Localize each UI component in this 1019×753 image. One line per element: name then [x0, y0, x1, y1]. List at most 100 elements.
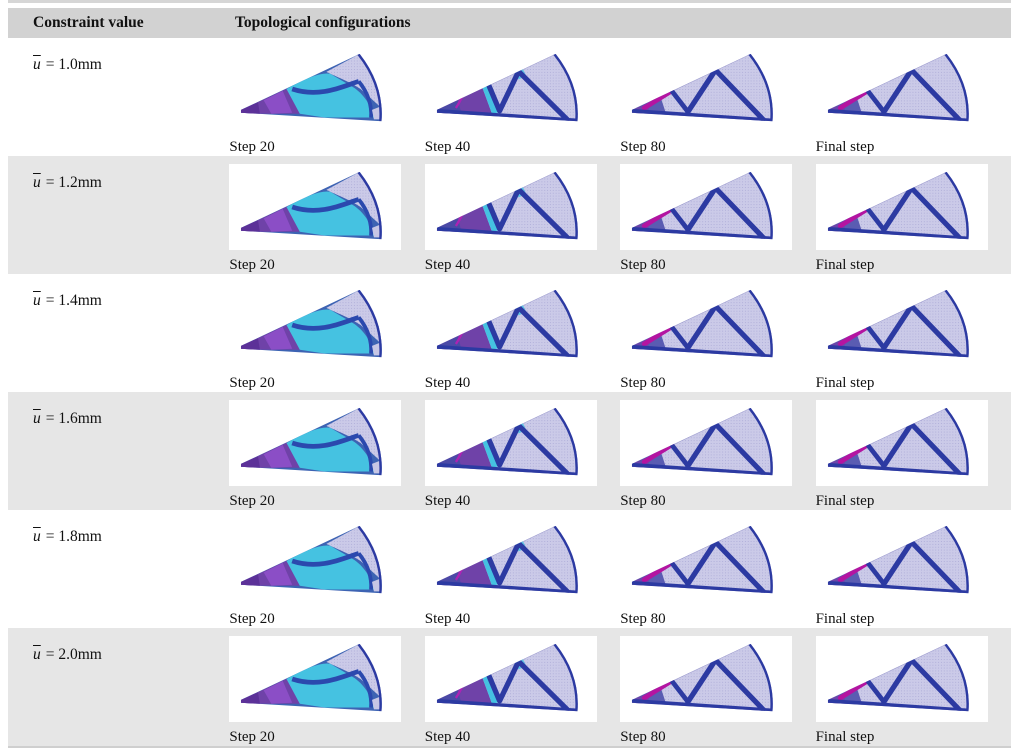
topology-image-card [815, 46, 988, 132]
topology-figure: Final step [815, 164, 1011, 274]
results-table: Constraint value Topological configurati… [8, 0, 1011, 748]
table-row: u = 1.4mm Step 20 Step 40 Step 80 Final s… [8, 274, 1011, 392]
table-row: u = 1.6mm Step 20 Step 40 Step 80 Final s… [8, 392, 1011, 510]
topology-figure: Step 80 [620, 282, 815, 392]
table-row: u = 2.0mm Step 20 Step 40 Step 80 Final s… [8, 628, 1011, 746]
wedge-plot-image [626, 641, 786, 717]
constraint-label: u = 1.6mm [33, 410, 102, 427]
step-caption: Final step [815, 729, 875, 745]
step-caption: Step 40 [424, 139, 471, 155]
topology-image-card [815, 282, 988, 368]
wedge-plot-image [235, 287, 395, 363]
topology-image-card [620, 164, 793, 250]
step-caption: Step 80 [620, 493, 666, 509]
step-caption: Step 40 [424, 611, 471, 627]
constraint-label: u = 1.8mm [33, 528, 102, 545]
topology-figure: Step 20 [229, 282, 424, 392]
topology-figure: Step 40 [424, 164, 620, 274]
wedge-plot-image [235, 169, 395, 245]
topology-image-card [620, 636, 793, 722]
wedge-plot-image [235, 405, 395, 481]
topology-image-card [815, 400, 988, 486]
wedge-plot-image [431, 287, 591, 363]
topology-figure: Step 20 [229, 518, 424, 628]
step-caption: Step 80 [620, 139, 666, 155]
wedge-plot-image [626, 287, 786, 363]
topology-figure: Step 80 [620, 46, 815, 156]
step-caption: Step 20 [229, 139, 275, 155]
topology-image-card [424, 164, 597, 250]
step-caption: Step 40 [424, 375, 471, 391]
wedge-plot-image [431, 405, 591, 481]
topology-figure: Step 20 [229, 636, 424, 746]
step-caption: Step 40 [424, 257, 471, 273]
topology-figure: Step 20 [229, 46, 424, 156]
step-caption: Final step [815, 375, 875, 391]
topology-figure: Step 80 [620, 518, 815, 628]
wedge-plot-image [235, 523, 395, 599]
topology-figure: Final step [815, 400, 1011, 510]
topology-image-card [815, 164, 988, 250]
topology-image-card [229, 282, 402, 368]
constraint-label: u = 1.0mm [33, 56, 102, 73]
wedge-plot-image [235, 641, 395, 717]
topology-image-card [229, 518, 402, 604]
topology-figure: Step 40 [424, 282, 620, 392]
wedge-plot-image [626, 523, 786, 599]
u-bar-symbol: u [33, 292, 41, 309]
topology-image-card [620, 518, 793, 604]
topology-figure: Step 40 [424, 400, 620, 510]
header-topological-configurations: Topological configurations [235, 14, 411, 31]
topology-image-card [424, 282, 597, 368]
header-constraint-value: Constraint value [33, 14, 144, 31]
wedge-plot-image [431, 641, 591, 717]
topology-figure: Step 40 [424, 46, 620, 156]
constraint-label: u = 1.4mm [33, 292, 102, 309]
step-caption: Step 80 [620, 257, 666, 273]
topology-image-card [620, 400, 793, 486]
wedge-plot-image [431, 523, 591, 599]
topology-image-card [229, 400, 402, 486]
constraint-label: u = 2.0mm [33, 646, 102, 663]
wedge-plot-image [235, 51, 395, 127]
topology-image-card [620, 282, 793, 368]
topology-figure: Step 40 [424, 518, 620, 628]
wedge-plot-image [822, 51, 982, 127]
topology-image-card [424, 46, 597, 132]
topology-figure: Final step [815, 518, 1011, 628]
step-caption: Step 20 [229, 493, 275, 509]
u-bar-symbol: u [33, 528, 41, 545]
topology-figure: Step 20 [229, 164, 424, 274]
topology-image-card [229, 636, 402, 722]
step-caption: Step 20 [229, 729, 275, 745]
wedge-plot-image [626, 405, 786, 481]
u-bar-symbol: u [33, 174, 41, 191]
wedge-plot-image [822, 641, 982, 717]
u-bar-symbol: u [33, 56, 41, 73]
table-top-rule [8, 0, 1011, 3]
topology-image-card [424, 400, 597, 486]
step-caption: Step 20 [229, 375, 275, 391]
step-caption: Step 40 [424, 493, 471, 509]
topology-image-card [229, 164, 402, 250]
topology-figure: Step 80 [620, 636, 815, 746]
table-row: u = 1.2mm Step 20 Step 40 Step 80 Final s… [8, 156, 1011, 274]
wedge-plot-image [431, 169, 591, 245]
step-caption: Step 80 [620, 729, 666, 745]
constraint-label: u = 1.2mm [33, 174, 102, 191]
wedge-plot-image [626, 169, 786, 245]
table-header-row: Constraint value Topological configurati… [8, 8, 1011, 38]
wedge-plot-image [626, 51, 786, 127]
wedge-plot-image [822, 523, 982, 599]
step-caption: Step 20 [229, 611, 275, 627]
topology-image-card [229, 46, 402, 132]
step-caption: Step 20 [229, 257, 275, 273]
step-caption: Final step [815, 257, 875, 273]
table-bottom-rule [8, 746, 1011, 748]
topology-image-card [424, 518, 597, 604]
topology-image-card [424, 636, 597, 722]
topology-image-card [815, 518, 988, 604]
u-bar-symbol: u [33, 410, 41, 427]
step-caption: Final step [815, 611, 875, 627]
topology-figure: Step 40 [424, 636, 620, 746]
